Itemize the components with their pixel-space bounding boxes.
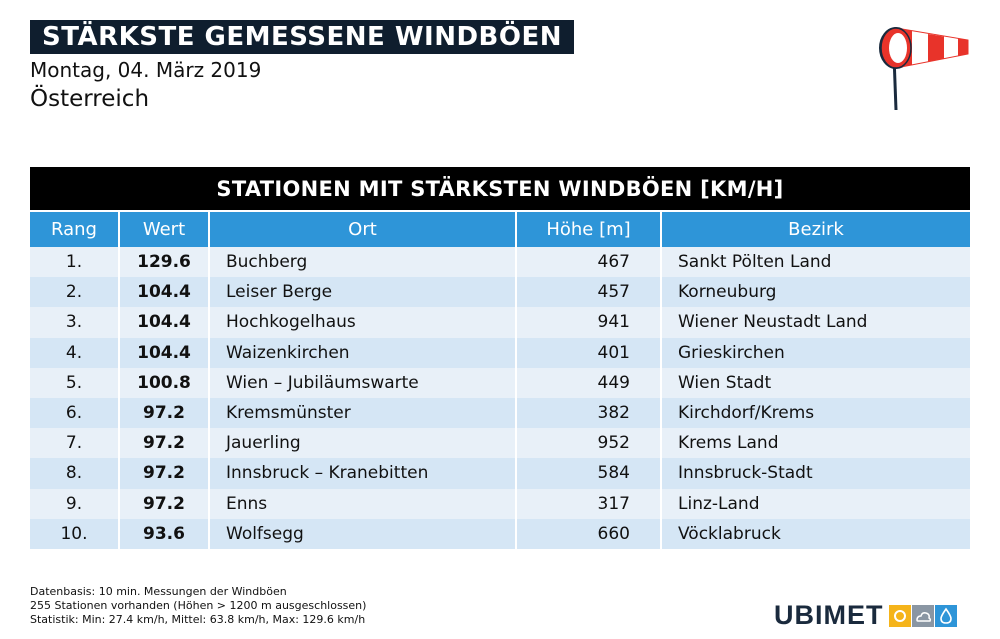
cell-hoehe: 401 (517, 337, 662, 368)
table-header-row: Rang Wert Ort Höhe [m] Bezirk (30, 212, 970, 247)
cell-wert: 104.4 (120, 337, 210, 368)
cell-hoehe: 457 (517, 277, 662, 308)
table-row: 9. 97.2 Enns 317 Linz-Land (30, 488, 970, 519)
cell-bezirk: Korneuburg (678, 282, 777, 303)
cell-wert: 97.2 (120, 428, 210, 459)
cell-bezirk: Wien Stadt (678, 372, 772, 393)
cell-hoehe: 317 (517, 488, 662, 519)
cell-wert: 104.4 (120, 307, 210, 338)
cell-bezirk: Linz-Land (678, 493, 760, 514)
cloud-icon (911, 604, 934, 627)
cell-bezirk: Sankt Pölten Land (678, 252, 832, 273)
cell-ort: Kremsmünster (210, 397, 517, 429)
logo-weather-icons (888, 604, 957, 627)
page-title: STÄRKSTE GEMESSENE WINDBÖEN (30, 20, 574, 54)
cell-hoehe: 952 (517, 428, 662, 459)
logo-text: UBIMET (774, 600, 884, 630)
table-title: STATIONEN MIT STÄRKSTEN WINDBÖEN [KM/H] (30, 167, 970, 210)
ubimet-logo: UBIMET (774, 600, 957, 631)
cell-bezirk: Kirchdorf/Krems (678, 403, 815, 424)
cell-ort: Jauerling (210, 428, 517, 459)
cell-ort: Innsbruck – Kranebitten (210, 458, 517, 489)
cell-ort: Wolfsegg (210, 518, 517, 549)
cell-hoehe: 941 (517, 307, 662, 338)
footer-line-statistics: Statistik: Min: 27.4 km/h, Mittel: 63.8 … (30, 613, 366, 626)
column-header-ort: Ort (210, 212, 517, 247)
cell-hoehe: 449 (517, 367, 662, 398)
cell-hoehe: 467 (517, 247, 662, 278)
table-body: 1. 129.6 Buchberg 467 Sankt Pölten Land 2. 104… (30, 247, 970, 549)
cell-wert: 97.2 (120, 397, 210, 429)
cell-rang: 6. (30, 397, 120, 429)
table-row: 6. 97.2 Kremsmünster 382 Kirchdorf/Krems (30, 397, 970, 429)
cell-ort: Waizenkirchen (210, 337, 517, 368)
cell-rang: 9. (30, 488, 120, 519)
cell-ort: Wien – Jubiläumswarte (210, 367, 517, 398)
cell-rang: 5. (30, 367, 120, 398)
table-row: 2. 104.4 Leiser Berge 457 Korneuburg (30, 277, 970, 308)
table-row: 3. 104.4 Hochkogelhaus 941 Wiener Neustadt L… (30, 307, 970, 338)
cell-ort: Enns (210, 488, 517, 519)
region-label: Österreich (30, 86, 150, 112)
cell-wert: 100.8 (120, 367, 210, 398)
column-header-rang: Rang (30, 212, 120, 247)
cell-wert: 129.6 (120, 247, 210, 278)
footer-notes: Datenbasis: 10 min. Messungen der Windbö… (30, 585, 366, 627)
footer-line-data-basis: Datenbasis: 10 min. Messungen der Windbö… (30, 585, 287, 598)
cell-rang: 2. (30, 277, 120, 308)
column-header-bezirk: Bezirk (788, 219, 844, 240)
cell-bezirk: Krems Land (678, 433, 779, 454)
cell-bezirk: Innsbruck-Stadt (678, 463, 813, 484)
cell-rang: 4. (30, 337, 120, 368)
cell-hoehe: 382 (517, 397, 662, 429)
sun-icon (888, 604, 911, 627)
cell-ort: Buchberg (210, 247, 517, 278)
cell-bezirk: Grieskirchen (678, 342, 785, 363)
table-row: 4. 104.4 Waizenkirchen 401 Grieskirchen (30, 337, 970, 368)
footer-line-stations: 255 Stationen vorhanden (Höhen > 1200 m … (30, 599, 367, 612)
cell-rang: 1. (30, 247, 120, 278)
cell-rang: 10. (30, 518, 120, 549)
table-row: 1. 129.6 Buchberg 467 Sankt Pölten Land (30, 247, 970, 278)
raindrop-icon (934, 604, 957, 627)
column-header-hoehe: Höhe [m] (517, 212, 662, 247)
cell-rang: 8. (30, 458, 120, 489)
windsock-icon (879, 27, 969, 111)
cell-wert: 97.2 (120, 458, 210, 489)
table-row: 8. 97.2 Innsbruck – Kranebitten 584 Innsbruc… (30, 458, 970, 489)
cell-ort: Hochkogelhaus (210, 307, 517, 338)
date-label: Montag, 04. März 2019 (30, 58, 262, 82)
cell-rang: 3. (30, 307, 120, 338)
cell-wert: 97.2 (120, 488, 210, 519)
cell-rang: 7. (30, 428, 120, 459)
cell-wert: 93.6 (120, 518, 210, 549)
table-row: 7. 97.2 Jauerling 952 Krems Land (30, 428, 970, 459)
wind-gust-table: STATIONEN MIT STÄRKSTEN WINDBÖEN [KM/H] … (30, 167, 970, 549)
table-row: 10. 93.6 Wolfsegg 660 Vöcklabruck (30, 518, 970, 549)
cell-hoehe: 584 (517, 458, 662, 489)
cell-bezirk: Vöcklabruck (678, 523, 781, 544)
cell-bezirk: Wiener Neustadt Land (678, 312, 868, 333)
cell-wert: 104.4 (120, 277, 210, 308)
cell-ort: Leiser Berge (210, 277, 517, 308)
column-header-wert: Wert (120, 212, 210, 247)
cell-hoehe: 660 (517, 518, 662, 549)
table-row: 5. 100.8 Wien – Jubiläumswarte 449 Wien Stad… (30, 367, 970, 398)
